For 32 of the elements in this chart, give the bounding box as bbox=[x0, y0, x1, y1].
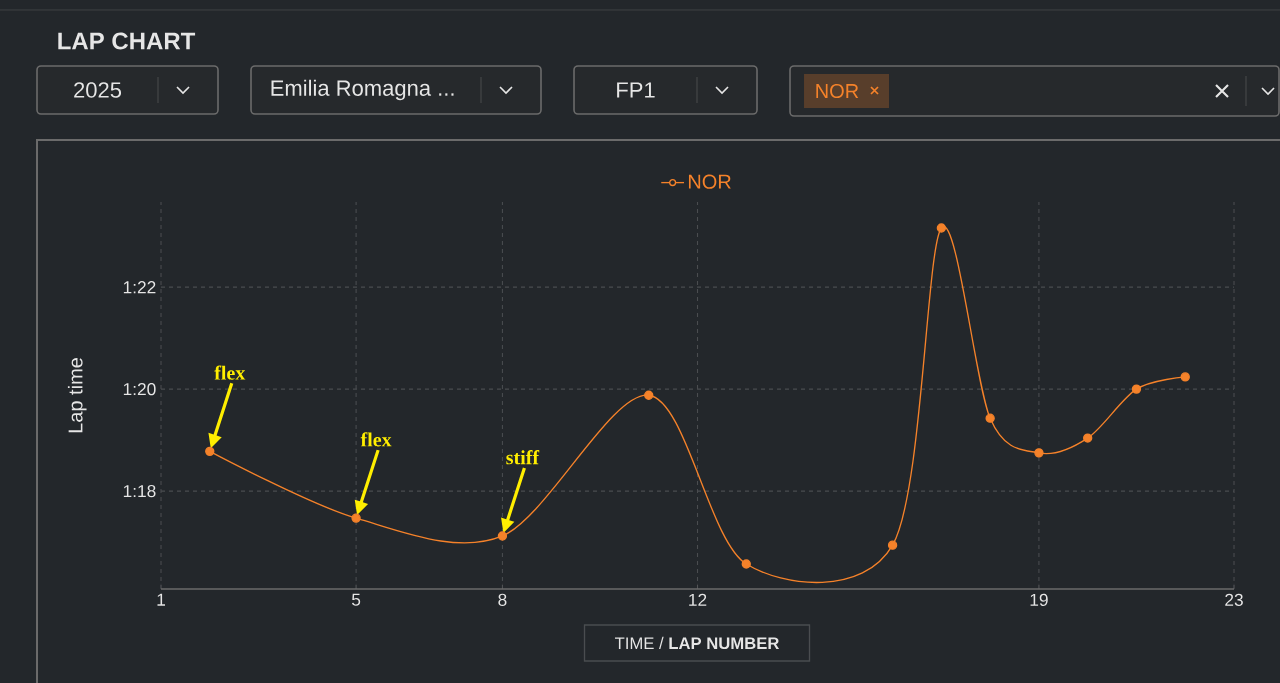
y-tick-label: 1:20 bbox=[123, 382, 156, 396]
point bbox=[887, 540, 898, 550]
point bbox=[741, 559, 751, 569]
x-axis-title: TIME / LAP NUMBER bbox=[614, 636, 780, 650]
x-tick-label: 19 bbox=[1030, 593, 1048, 606]
point bbox=[351, 513, 361, 523]
text: Emilia Romagna ... bbox=[271, 79, 454, 101]
point bbox=[1083, 433, 1093, 443]
y-tick-label: 1:18 bbox=[123, 484, 156, 498]
point bbox=[497, 531, 508, 541]
y-tick-label: 1:22 bbox=[123, 281, 156, 294]
x-tick-label: 1 bbox=[157, 593, 165, 606]
text: NOR bbox=[816, 83, 859, 99]
point bbox=[1180, 372, 1190, 382]
chart-title: LAP CHART bbox=[58, 32, 196, 50]
point bbox=[936, 223, 947, 233]
legend-label: NOR bbox=[688, 174, 731, 189]
text: 2025 bbox=[74, 82, 122, 98]
annotation: stiff bbox=[506, 450, 540, 465]
text: FP1 bbox=[617, 82, 655, 98]
point bbox=[1131, 384, 1142, 394]
point bbox=[205, 446, 215, 456]
x-tick-label: 8 bbox=[498, 593, 507, 606]
x-tick-label: 12 bbox=[689, 593, 707, 606]
point bbox=[985, 413, 995, 423]
point bbox=[1034, 448, 1044, 458]
x-tick-label: 5 bbox=[351, 593, 361, 606]
x-tick-label: 23 bbox=[1225, 593, 1243, 606]
annotation: flex bbox=[360, 432, 392, 447]
y-axis-title: Lap time bbox=[67, 358, 87, 433]
point bbox=[644, 390, 654, 400]
annotation: flex bbox=[214, 365, 246, 380]
